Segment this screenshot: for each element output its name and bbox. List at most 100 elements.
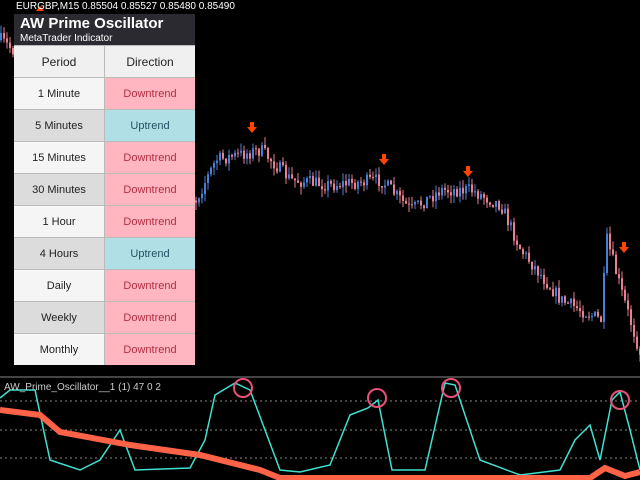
candle-body	[294, 178, 296, 181]
table-cell: 1 Hour	[14, 206, 104, 237]
table-row: Weekly Downtrend	[14, 301, 195, 333]
candle-body	[213, 162, 215, 168]
candle-body	[630, 309, 632, 325]
candle-body	[369, 174, 371, 177]
candle-body	[225, 158, 227, 164]
candle-body	[504, 208, 506, 214]
candle-body	[597, 311, 599, 317]
table-row: 4 Hours Uptrend	[14, 237, 195, 269]
candle-body	[210, 167, 212, 175]
candle-body	[456, 189, 458, 197]
candle-body	[6, 38, 8, 43]
candle-body	[525, 252, 527, 255]
table-header: Period Direction	[14, 45, 195, 77]
candle-body	[345, 181, 347, 186]
table-cell: 5 Minutes	[14, 110, 104, 141]
candle-body	[285, 165, 287, 179]
candle-body	[489, 202, 491, 205]
indicator-label: AW_Prime_Oscillator__1 (1) 47 0 2	[4, 382, 161, 393]
candle-body	[222, 152, 224, 159]
candle-body	[633, 324, 635, 337]
candle-body	[216, 160, 218, 163]
candle-body	[300, 182, 302, 187]
candle-body	[324, 189, 326, 191]
candle-body	[231, 154, 233, 157]
candle-body	[234, 152, 236, 157]
osc-line	[0, 382, 640, 476]
candle-body	[438, 192, 440, 196]
candle-body	[387, 180, 389, 186]
candle-body	[459, 187, 461, 197]
table-cell: Daily	[14, 270, 104, 301]
candle-body	[501, 209, 503, 214]
candle-body	[9, 42, 11, 48]
candle-body	[600, 316, 602, 322]
candle-body	[405, 200, 407, 204]
candle-body	[636, 336, 638, 349]
table-cell: Uptrend	[104, 110, 195, 141]
candle-body	[249, 153, 251, 159]
candle-body	[399, 190, 401, 196]
header-cell: Direction	[104, 46, 195, 77]
candle-body	[363, 182, 365, 186]
candle-body	[531, 261, 533, 270]
candle-body	[426, 196, 428, 209]
candle-body	[528, 252, 530, 262]
candle-body	[318, 177, 320, 187]
candle-body	[513, 222, 515, 241]
candle-body	[624, 289, 626, 301]
candle-body	[585, 316, 587, 318]
candle-body	[321, 186, 323, 190]
candle-body	[627, 300, 629, 310]
candle-body	[291, 174, 293, 179]
panel-title: AW Prime Oscillator	[20, 15, 164, 32]
candle-body	[570, 298, 572, 304]
candle-body	[384, 185, 386, 188]
table-cell: 1 Minute	[14, 78, 104, 109]
candle-body	[351, 178, 353, 183]
candle-body	[465, 185, 467, 194]
table-row: 15 Minutes Downtrend	[14, 141, 195, 173]
candle-body	[207, 174, 209, 184]
candle-body	[357, 181, 359, 189]
candle-body	[594, 311, 596, 317]
candle-body	[342, 181, 344, 188]
table-row: Daily Downtrend	[14, 269, 195, 301]
table-cell: Weekly	[14, 302, 104, 333]
table-body: 1 Minute Downtrend 5 Minutes Uptrend 15 Minu…	[14, 77, 195, 365]
candle-body	[306, 178, 308, 183]
header-cell: Period	[41, 54, 77, 69]
candle-body	[474, 191, 476, 193]
candle-body	[237, 152, 239, 154]
signal-circle	[610, 390, 630, 410]
candle-body	[270, 158, 272, 162]
candle-body	[279, 162, 281, 172]
candle-body	[471, 184, 473, 193]
candle-body	[3, 33, 5, 39]
candle-body	[240, 150, 242, 153]
symbol-line: EURGBP,M15 0.85504 0.85527 0.85480 0.854…	[16, 1, 235, 12]
candle-body	[549, 288, 551, 290]
candle-body	[273, 161, 275, 169]
candle-body	[498, 201, 500, 210]
candle-body	[573, 298, 575, 307]
candle-body	[264, 145, 266, 149]
candle-body	[612, 249, 614, 255]
osc-line	[0, 407, 640, 480]
candle-body	[195, 200, 197, 203]
candle-body	[519, 244, 521, 250]
signal-arrow	[463, 166, 473, 177]
candle-body	[330, 181, 332, 184]
signal-arrow	[247, 122, 257, 133]
candle-body	[534, 266, 536, 270]
candle-body	[372, 176, 374, 178]
table-cell: Downtrend	[104, 174, 195, 205]
candle-body	[552, 289, 554, 297]
candle-body	[435, 192, 437, 202]
table-cell: 4 Hours	[14, 238, 104, 269]
candle-body	[309, 176, 311, 179]
candle-body	[303, 182, 305, 187]
candle-body	[483, 194, 485, 198]
candle-body	[282, 162, 284, 166]
